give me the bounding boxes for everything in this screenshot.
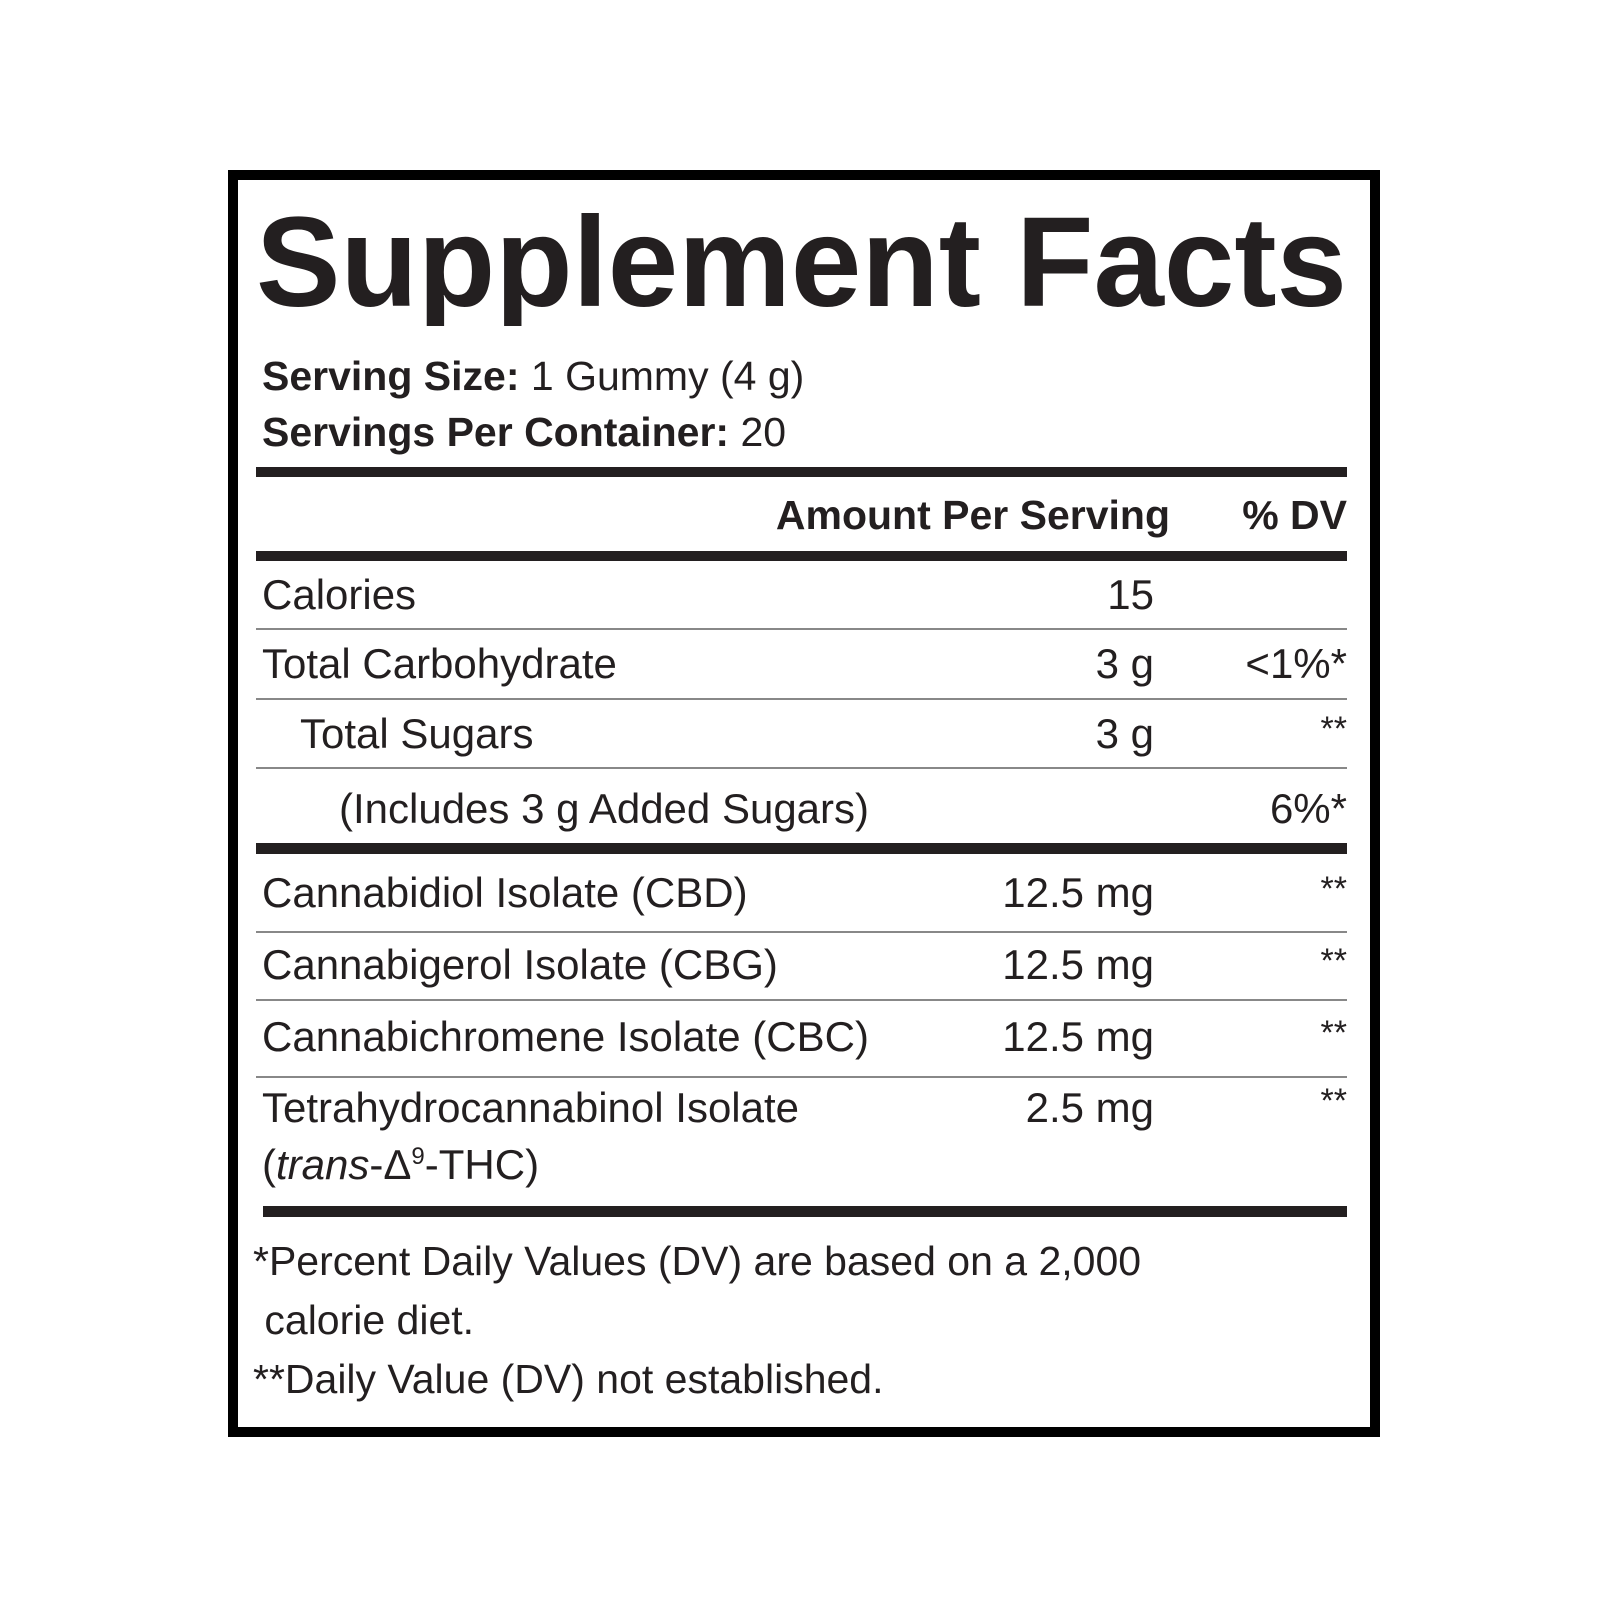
- row-amount: 12.5 mg: [1002, 869, 1154, 916]
- italic-trans: trans: [276, 1141, 370, 1188]
- footnote-dv: *Percent Daily Values (DV) are based on …: [253, 1238, 1142, 1284]
- row-dv: 6%*: [1269, 785, 1347, 832]
- superscript: 9: [411, 1143, 425, 1170]
- divider-thick: [256, 551, 1347, 561]
- header-dv: % DV: [1242, 492, 1347, 538]
- row-amount: 15: [1107, 571, 1154, 618]
- row-dv: **: [1320, 942, 1347, 980]
- servings-per-container-label: Servings Per Container:: [262, 409, 730, 455]
- row-dv: <1%*: [1245, 640, 1347, 687]
- row-name: Tetrahydrocannabinol Isolate: [262, 1084, 800, 1131]
- row-name: (Includes 3 g Added Sugars): [339, 785, 870, 832]
- header-amount: Amount Per Serving: [775, 492, 1170, 538]
- title-text: Supplement Facts: [256, 196, 1347, 326]
- row-amount: 2.5 mg: [1025, 1084, 1154, 1131]
- row-amount: 3 g: [1095, 710, 1154, 757]
- divider-thin: [256, 628, 1347, 630]
- row-dv: **: [1320, 710, 1347, 748]
- row-name: Total Sugars: [300, 710, 534, 757]
- divider-thick: [256, 467, 1347, 477]
- row-dv: **: [1320, 1082, 1347, 1120]
- divider-thick: [256, 843, 1347, 854]
- serving-size: Serving Size: 1 Gummy (4 g): [262, 356, 804, 397]
- label-title: Supplement Facts: [256, 196, 1347, 326]
- row-name: Cannabichromene Isolate (CBC): [262, 1013, 869, 1060]
- divider-thick: [263, 1206, 1347, 1217]
- row-dv: **: [1320, 870, 1347, 908]
- row-name: Calories: [262, 571, 417, 618]
- row-name: Total Carbohydrate: [262, 640, 617, 687]
- serving-size-label: Serving Size:: [262, 353, 520, 399]
- servings-per-container-value: 20: [740, 409, 787, 455]
- footnote-not-established: **Daily Value (DV) not established.: [253, 1356, 884, 1402]
- divider-thin: [256, 999, 1347, 1001]
- row-amount: 3 g: [1095, 640, 1154, 687]
- row-dv: **: [1320, 1014, 1347, 1052]
- row-amount: 12.5 mg: [1002, 941, 1154, 988]
- thc: -THC): [424, 1141, 540, 1188]
- label-frame: [228, 170, 1380, 1437]
- divider-thin: [256, 698, 1347, 700]
- row-name-line2: (trans-Δ9-THC): [262, 1144, 539, 1186]
- divider-thin: [256, 767, 1347, 769]
- divider-thin: [256, 931, 1347, 933]
- footnote-dv-cont: calorie diet.: [253, 1297, 475, 1343]
- servings-per-container: Servings Per Container: 20: [262, 412, 786, 453]
- serving-size-value: 1 Gummy (4 g): [530, 353, 805, 399]
- divider-thin: [256, 1076, 1347, 1078]
- row-amount: 12.5 mg: [1002, 1013, 1154, 1060]
- row-name: Cannabidiol Isolate (CBD): [262, 869, 748, 916]
- delta: -Δ: [369, 1141, 412, 1188]
- row-name: Cannabigerol Isolate (CBG): [262, 941, 778, 988]
- paren: (: [262, 1141, 276, 1188]
